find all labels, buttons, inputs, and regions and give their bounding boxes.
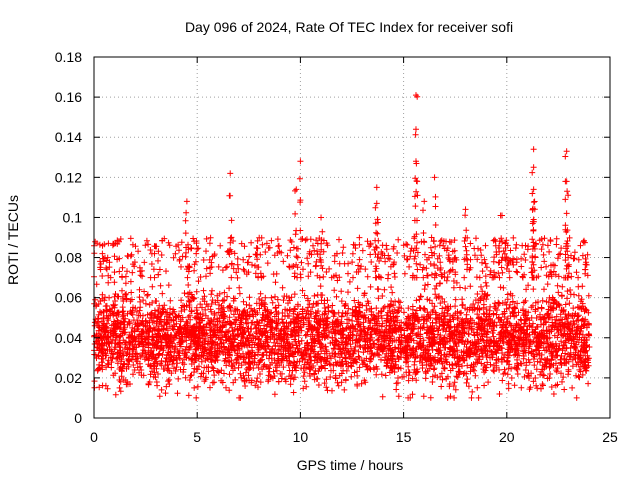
data-points [91, 92, 593, 401]
y-tick-label: 0.18 [55, 49, 82, 65]
y-tick-label: 0.06 [55, 290, 82, 306]
y-tick-label: 0.08 [55, 250, 82, 266]
plot-frame [93, 56, 611, 419]
scatter-points [91, 93, 593, 401]
peak-point [227, 170, 234, 177]
x-tick-label: 20 [499, 429, 515, 445]
peak-point [530, 164, 537, 171]
peak-point [293, 186, 300, 193]
peak-point [563, 148, 570, 155]
peak-point [412, 92, 419, 99]
peak-point [563, 210, 570, 217]
peak-point [412, 126, 419, 133]
chart-title: Day 096 of 2024, Rate Of TEC Index for r… [185, 19, 513, 35]
axis-ticks: 0 0.02 0.04 0.06 0.08 0.1 0.12 0.14 0.16 0.18 0 5 10… [55, 49, 618, 445]
peak-point [563, 178, 570, 185]
peak-point [412, 158, 419, 165]
peak-point [462, 206, 469, 213]
peak-point [530, 146, 537, 153]
peak-point [373, 200, 380, 207]
y-tick-label: 0.16 [55, 89, 82, 105]
peak-point [497, 212, 504, 219]
x-tick-label: 15 [396, 429, 412, 445]
y-tick-label: 0 [74, 410, 82, 426]
peak-point [183, 198, 190, 205]
x-tick-label: 0 [90, 429, 98, 445]
peak-point [318, 214, 325, 221]
x-tick-label: 25 [602, 429, 618, 445]
y-tick-label: 0.1 [63, 209, 83, 225]
peak-point [530, 186, 537, 193]
peak-point [431, 174, 438, 181]
x-tick-label: 5 [193, 429, 201, 445]
y-tick-label: 0.12 [55, 169, 82, 185]
peak-point [297, 158, 304, 165]
y-tick-label: 0.14 [55, 129, 82, 145]
x-axis-label: GPS time / hours [297, 457, 404, 473]
peak-point [373, 184, 380, 191]
y-tick-label: 0.02 [55, 370, 82, 386]
peak-point [421, 198, 428, 205]
y-axis-label: ROTI / TECUs [5, 195, 21, 285]
peak-point [530, 216, 537, 223]
x-tick-label: 10 [293, 429, 309, 445]
y-tick-label: 0.04 [55, 330, 82, 346]
